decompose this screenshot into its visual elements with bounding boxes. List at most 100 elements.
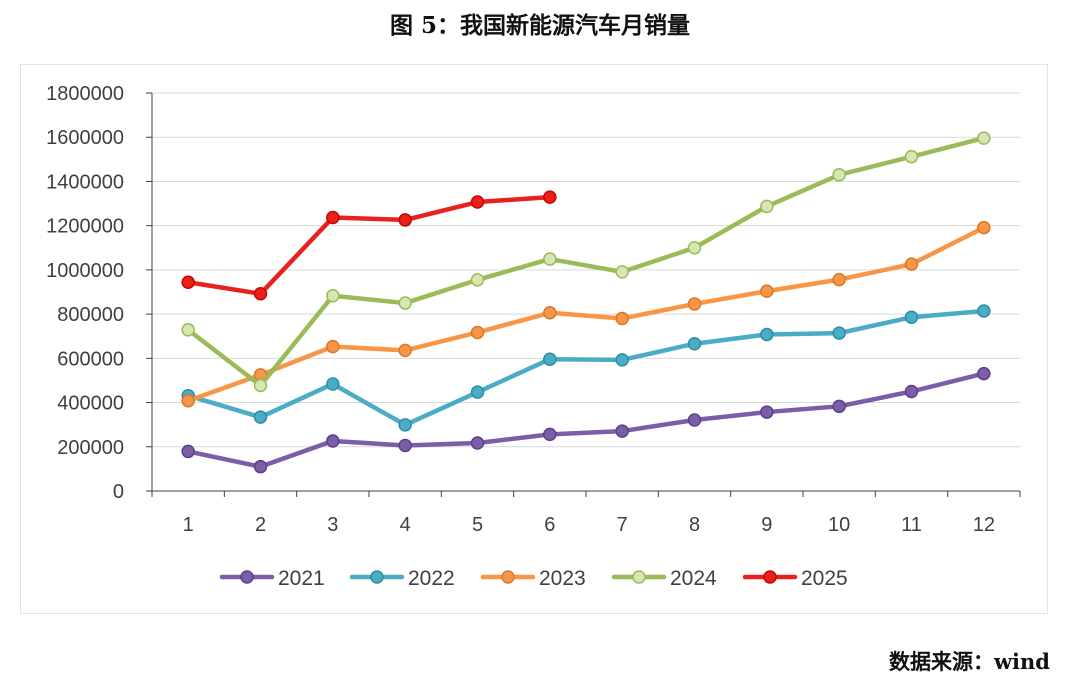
data-point [253, 287, 268, 301]
data-point [253, 410, 268, 424]
data-point [253, 459, 268, 474]
series-line-2024 [185, 135, 987, 388]
data-point [760, 405, 774, 419]
data-point [977, 304, 991, 318]
data-point [470, 325, 485, 340]
series-line-2023 [185, 225, 987, 404]
data-point [398, 418, 412, 432]
data-point [543, 306, 557, 320]
legend-item-2021: 2021 [219, 567, 325, 590]
data-point [470, 385, 485, 399]
data-point [615, 353, 629, 367]
series-2024 [181, 131, 991, 393]
y-tick-label: 800000 [57, 304, 124, 326]
data-point [398, 296, 412, 310]
legend-label: 2024 [670, 567, 717, 590]
x-tick-label: 8 [689, 514, 700, 536]
series-2022 [181, 304, 991, 432]
y-tick-label: 600000 [57, 348, 124, 370]
x-tick-label: 2 [255, 514, 266, 536]
y-tick-label: 1600000 [46, 127, 124, 149]
legend-label: 2021 [278, 567, 325, 590]
legend-item-2025: 2025 [742, 567, 848, 590]
data-point [832, 399, 846, 414]
series-line-2025 [185, 194, 553, 297]
data-point [398, 343, 412, 358]
legend-item-2024: 2024 [611, 567, 717, 590]
data-point [615, 424, 629, 438]
legend-item-2022: 2022 [349, 567, 455, 590]
data-point [543, 190, 557, 204]
data-point [687, 297, 702, 311]
data-point [181, 394, 195, 408]
data-point [470, 436, 485, 450]
x-tick-label: 10 [828, 514, 850, 536]
series-2023 [181, 220, 991, 408]
data-point [470, 273, 485, 287]
x-tick-label: 5 [472, 514, 483, 536]
data-point [832, 272, 846, 287]
data-point [977, 366, 991, 381]
data-point [181, 444, 195, 459]
y-tick-label: 1000000 [46, 260, 124, 282]
data-point [326, 434, 340, 448]
y-tick-label: 200000 [57, 437, 124, 459]
data-point [832, 168, 846, 182]
y-tick-label: 1400000 [46, 171, 124, 193]
data-point [326, 210, 340, 225]
x-tick-label: 11 [901, 514, 922, 536]
data-point [543, 252, 557, 266]
chart-frame [20, 64, 1048, 614]
data-point [543, 427, 557, 442]
legend-marker [240, 570, 254, 584]
x-tick-label: 7 [617, 514, 628, 536]
x-tick-label: 1 [183, 514, 194, 536]
legend-marker [370, 570, 384, 584]
x-tick-label: 3 [327, 514, 338, 536]
data-point [687, 413, 702, 427]
legend-item-2023: 2023 [480, 567, 586, 590]
data-point [326, 289, 340, 303]
data-point [904, 384, 919, 399]
y-tick-label: 0 [113, 481, 124, 503]
data-point [760, 199, 774, 214]
chart-title: 图 5：我国新能源汽车月销量 [389, 12, 690, 39]
data-point [760, 327, 774, 342]
x-tick-label: 6 [544, 514, 555, 536]
legend-marker [501, 570, 515, 584]
data-point [615, 311, 629, 326]
series-line-2021 [185, 371, 987, 469]
data-point [543, 352, 557, 366]
data-point [977, 131, 991, 145]
series-line-2022 [185, 308, 987, 428]
data-point [398, 213, 412, 227]
legend-label: 2022 [408, 567, 455, 590]
y-tick-label: 1800000 [46, 83, 124, 105]
data-point [326, 339, 340, 354]
series-2025 [181, 190, 557, 301]
data-point [760, 284, 774, 298]
data-point [326, 377, 340, 391]
y-tick-label: 400000 [57, 393, 124, 415]
data-point [253, 378, 268, 393]
data-point [904, 257, 919, 271]
legend-marker [763, 570, 777, 584]
data-point [181, 323, 195, 337]
legend-label: 2023 [539, 567, 586, 590]
data-point [398, 438, 412, 453]
data-point [687, 336, 702, 351]
data-point [832, 326, 846, 340]
data-point [687, 241, 702, 255]
data-point [904, 310, 919, 324]
series-2021 [181, 366, 991, 474]
data-point [181, 275, 195, 290]
data-point [977, 220, 991, 235]
data-point [904, 149, 919, 164]
x-tick-label: 4 [400, 514, 411, 536]
legend-marker [632, 570, 646, 584]
data-point [615, 265, 629, 279]
data-point [470, 195, 485, 209]
x-tick-label: 9 [761, 514, 772, 536]
y-tick-label: 1200000 [46, 216, 124, 238]
